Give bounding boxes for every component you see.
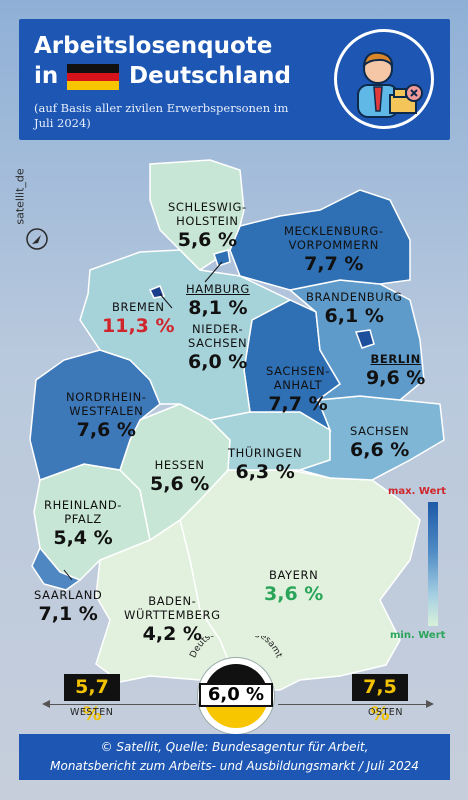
west-value-badge: 5,7 % [64, 674, 120, 725]
region-schleswig-holstein [149, 159, 245, 271]
label-sachsen-anhalt: SACHSEN- ANHALT 7,7 % [266, 364, 330, 415]
unemployed-person-icon [334, 29, 434, 129]
east-label: OSTEN [368, 707, 403, 718]
title-in: in [34, 63, 59, 89]
region-saarland [31, 546, 82, 591]
east-value-badge: 7,5 % [352, 674, 408, 725]
label-schleswig-holstein: SCHLESWIG- HOLSTEIN 5,6 % [168, 200, 247, 251]
subtitle: (auf Basis aller zivilen Erwerbspersonen… [34, 101, 289, 130]
legend-min-label: min. Wert [390, 630, 446, 641]
label-bayern: BAYERN 3,6 % [264, 568, 324, 605]
label-saarland: SAARLAND 7,1 % [34, 588, 103, 625]
west-arrow [46, 704, 196, 705]
region-hamburg [213, 249, 231, 267]
label-hessen: HESSEN 5,6 % [150, 458, 210, 495]
total-value: 6,0 % [199, 683, 273, 707]
title-country: Deutschland [129, 63, 291, 89]
footer-line-1: © Satellit, Quelle: Bundesagentur für Ar… [100, 740, 369, 754]
label-baden-wuerttemberg: BADEN- WÜRTTEMBERG 4,2 % [124, 594, 221, 645]
legend-max-label: max. Wert [388, 486, 447, 497]
svg-text:Deutschland insgesamt: Deutschland insgesamt [188, 636, 283, 660]
label-brandenburg: BRANDENBURG 6,1 % [306, 290, 403, 327]
satellite-icon [26, 228, 48, 250]
total-badge: 6,0 % [198, 658, 274, 734]
header-banner: Arbeitslosenquote in Deutschland (auf Ba… [19, 19, 450, 140]
label-sachsen: SACHSEN 6,6 % [350, 424, 410, 461]
label-rheinland-pfalz: RHEINLAND- PFALZ 5,4 % [44, 498, 123, 549]
label-berlin: BERLIN 9,6 % [366, 352, 426, 389]
german-flag-icon [67, 64, 119, 90]
footer-source: © Satellit, Quelle: Bundesagentur für Ar… [19, 734, 450, 780]
east-arrow [278, 704, 428, 705]
west-arrowhead-icon [42, 700, 50, 708]
title-line-1: Arbeitslosenquote [34, 33, 273, 59]
label-nordrhein-westfalen: NORDRHEIN- WESTFALEN 7,6 % [66, 390, 147, 441]
east-arrowhead-icon [426, 700, 434, 708]
total-label: Deutschland insgesamt [188, 636, 283, 660]
west-label: WESTEN [70, 707, 114, 718]
legend-color-scale [428, 502, 438, 626]
region-mecklenburg-vorpommern [229, 189, 411, 291]
label-hamburg: HAMBURG 8,1 % [186, 282, 250, 319]
region-berlin [354, 329, 375, 349]
label-bremen: BREMEN 11,3 % [102, 300, 175, 337]
total-arc-label: Deutschland insgesamt [188, 636, 283, 660]
brand-watermark: satellit_de [14, 160, 48, 250]
label-mecklenburg-vorpommern: MECKLENBURG- VORPOMMERN 7,7 % [284, 224, 384, 275]
label-thueringen: THÜRINGEN 6,3 % [228, 446, 303, 483]
footer-line-2: Monatsbericht zum Arbeits- und Ausbildun… [50, 759, 419, 773]
label-niedersachsen: NIEDER- SACHSEN 6,0 % [188, 322, 248, 373]
